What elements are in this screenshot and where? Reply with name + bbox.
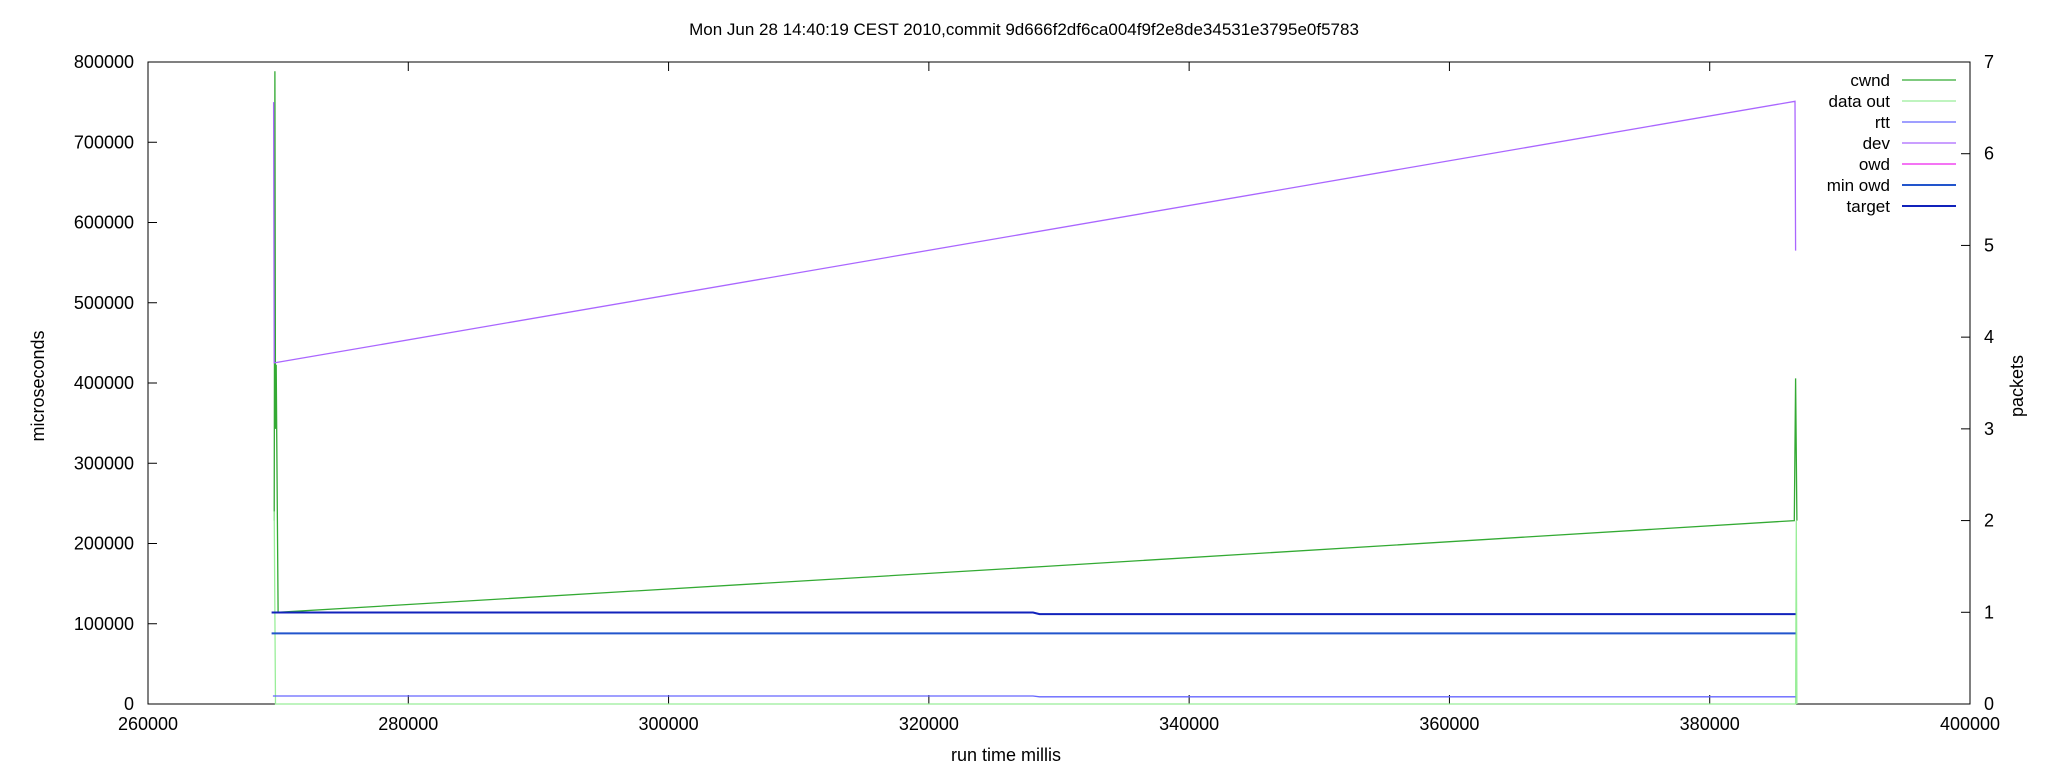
x-tick-label: 400000 <box>1940 714 2000 734</box>
x-axis-title: run time millis <box>951 745 1061 765</box>
chart-title: Mon Jun 28 14:40:19 CEST 2010,commit 9d6… <box>689 20 1359 39</box>
x-tick-label: 300000 <box>639 714 699 734</box>
x-tick-label: 340000 <box>1159 714 1219 734</box>
y-tick-label: 700000 <box>74 132 134 152</box>
legend: cwnd data out rtt dev owd min owd target <box>1827 71 1956 216</box>
legend-label: cwnd <box>1850 71 1890 90</box>
y2-tick-label: 1 <box>1984 602 1994 622</box>
legend-label: min owd <box>1827 176 1890 195</box>
series-line-target <box>271 611 1796 616</box>
series-line-rtt <box>272 695 1796 698</box>
x-tick-label: 380000 <box>1680 714 1740 734</box>
y2-tick-label: 7 <box>1984 52 1994 72</box>
y2-tick-label: 4 <box>1984 327 1994 347</box>
y-tick-label: 0 <box>124 694 134 714</box>
ticks-layer: 260000 280000 300000 320000 340000 360000 3800… <box>74 52 2000 734</box>
x-tick-label: 280000 <box>378 714 438 734</box>
series-line-dev <box>272 100 1797 364</box>
x-tick-label: 320000 <box>899 714 959 734</box>
legend-label: target <box>1847 197 1891 216</box>
series-line-cwnd <box>273 71 1798 613</box>
series-line-data-out <box>273 511 1798 705</box>
y2-tick-label: 6 <box>1984 144 1994 164</box>
y-tick-label: 300000 <box>74 453 134 473</box>
y-tick-label: 600000 <box>74 213 134 233</box>
legend-label: owd <box>1859 155 1890 174</box>
y2-axis-title: packets <box>2007 355 2027 417</box>
y-tick-label: 200000 <box>74 534 134 554</box>
y2-tick-label: 0 <box>1984 694 1994 714</box>
legend-label: rtt <box>1875 113 1890 132</box>
x-tick-label: 360000 <box>1419 714 1479 734</box>
y2-tick-label: 3 <box>1984 419 1994 439</box>
y-tick-label: 100000 <box>74 614 134 634</box>
y2-tick-label: 2 <box>1984 511 1994 531</box>
y-tick-label: 800000 <box>74 52 134 72</box>
series-layer <box>271 71 1798 705</box>
legend-label: data out <box>1829 92 1891 111</box>
legend-label: dev <box>1863 134 1891 153</box>
y-tick-label: 400000 <box>74 373 134 393</box>
y-axis-title: microseconds <box>28 330 48 441</box>
x-tick-label: 260000 <box>118 714 178 734</box>
y-tick-label: 500000 <box>74 293 134 313</box>
y2-tick-label: 5 <box>1984 235 1994 255</box>
plot-frame <box>147 61 1971 705</box>
